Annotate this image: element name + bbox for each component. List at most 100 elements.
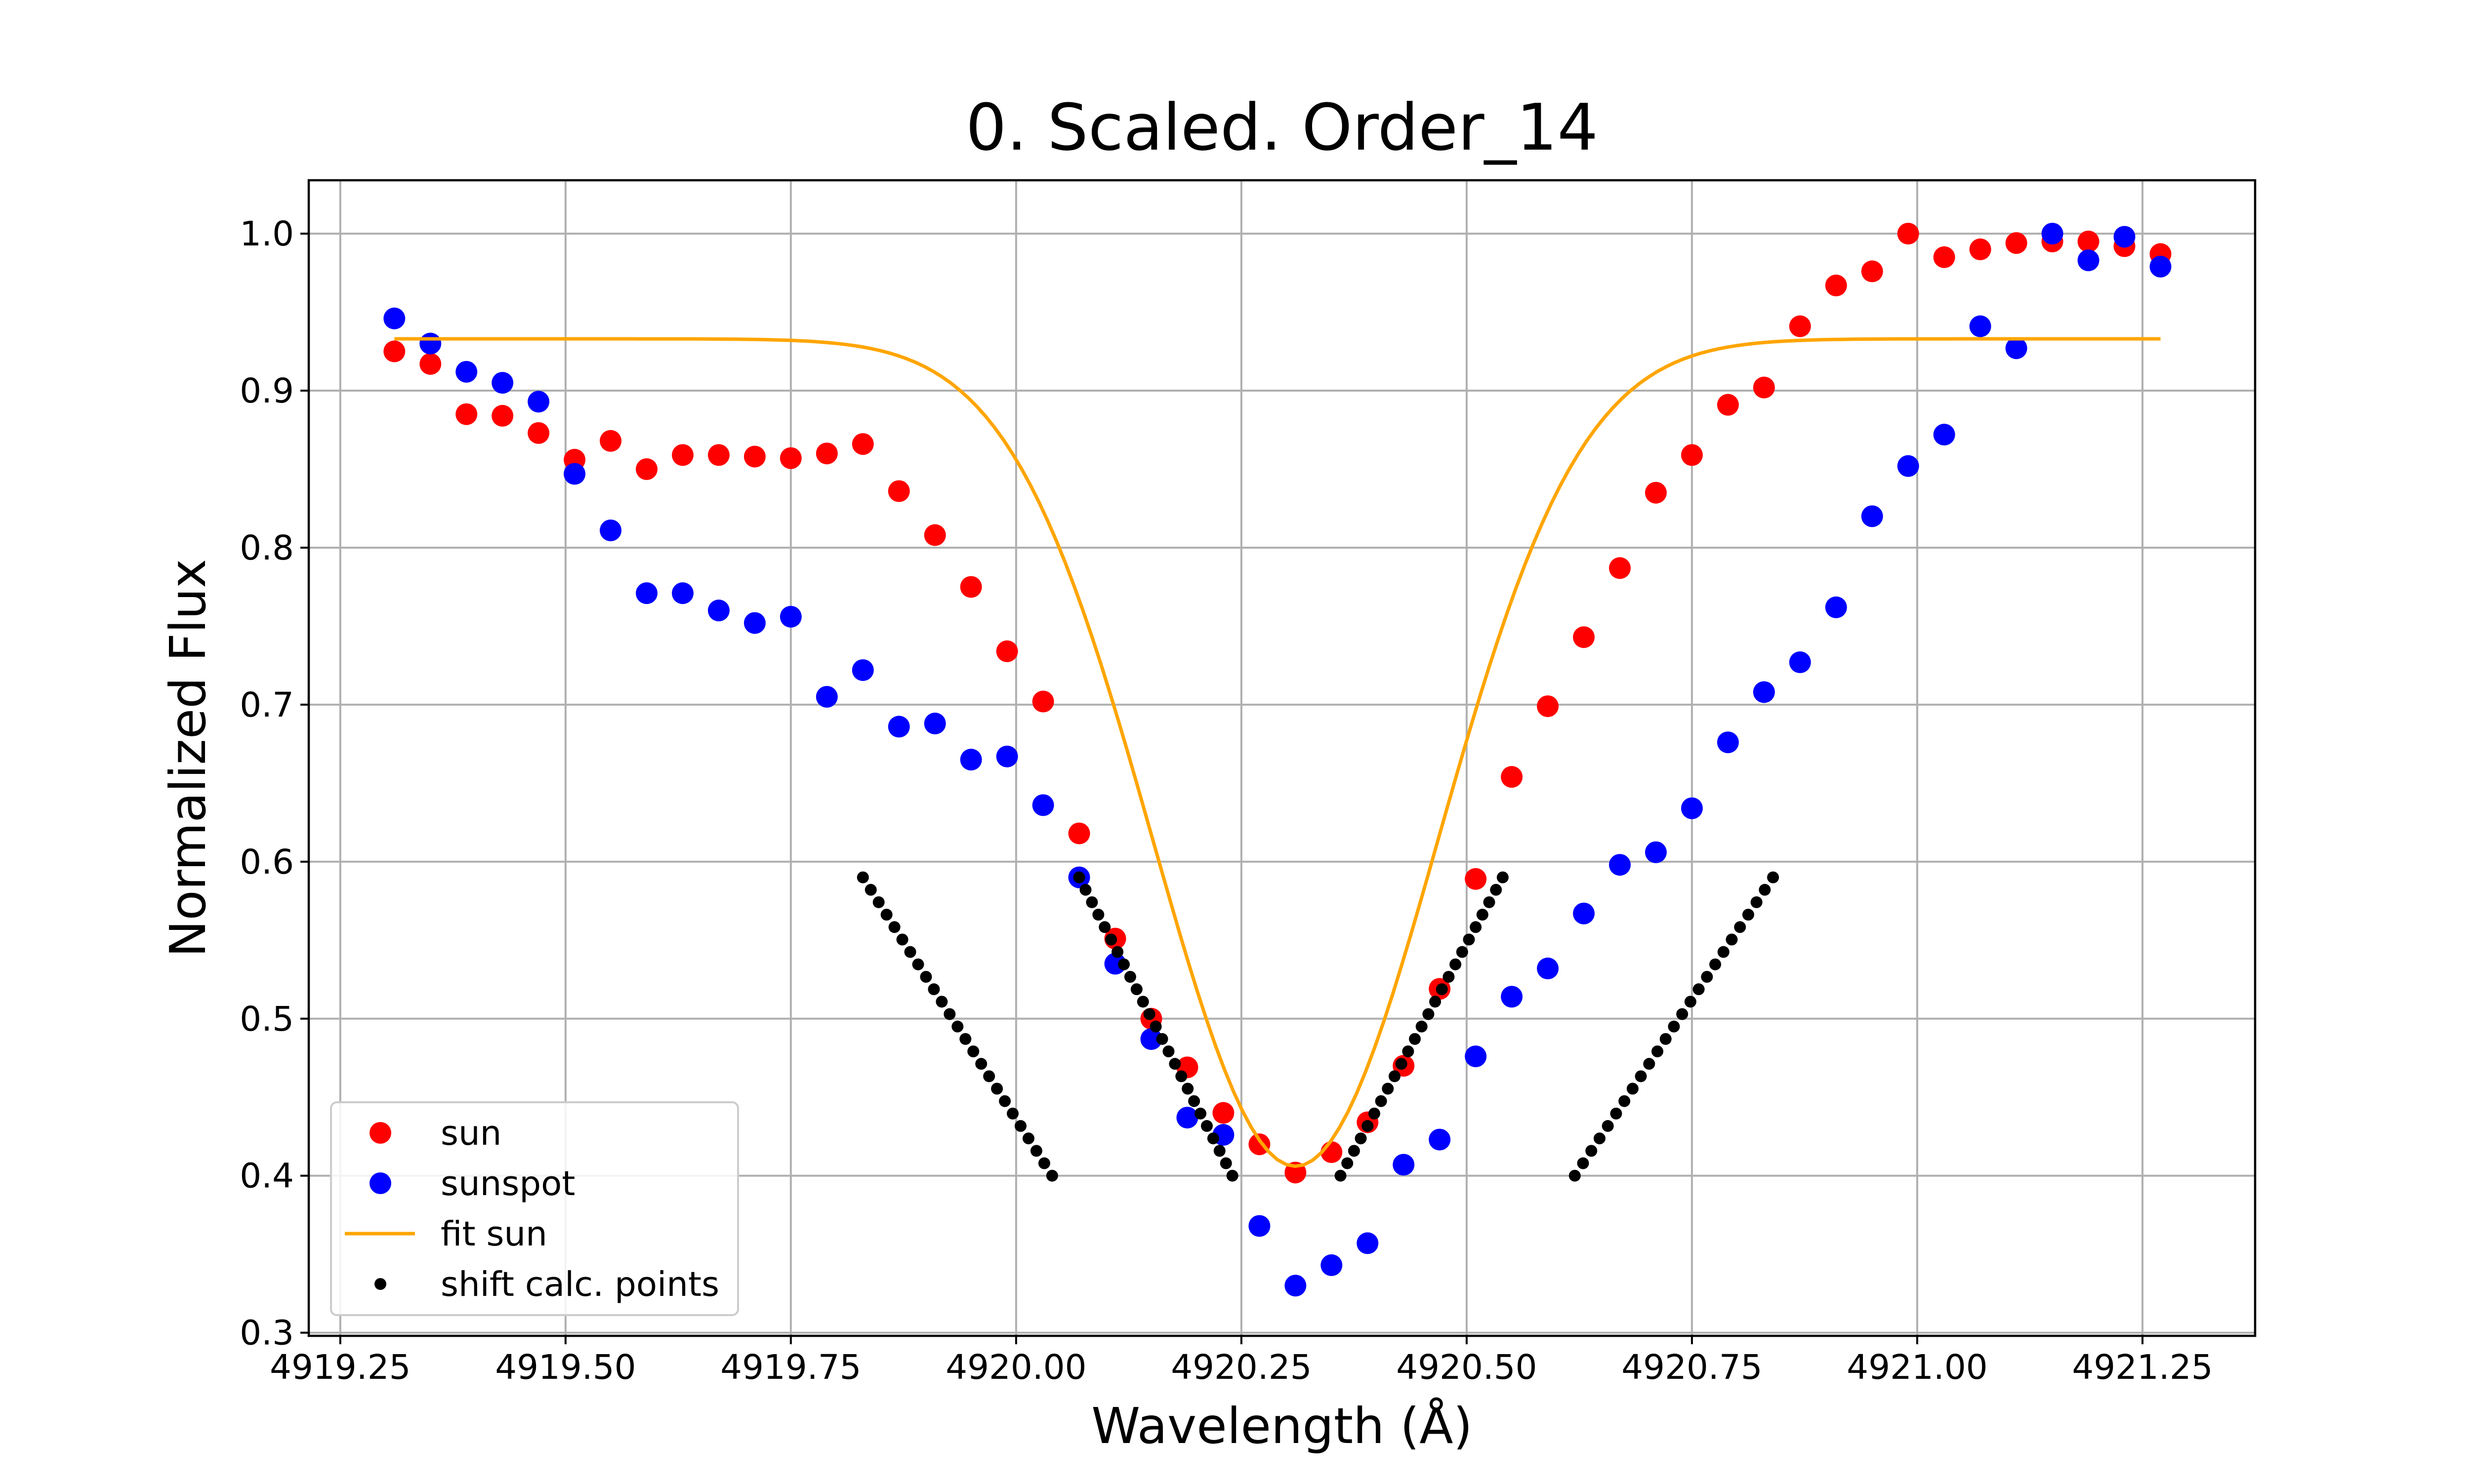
shift-calc-point	[1483, 896, 1495, 908]
shift-calc-point	[1470, 921, 1482, 933]
sunspot-point	[888, 716, 910, 738]
x-tick-label: 4920.50	[1396, 1348, 1537, 1387]
shift-calc-point	[1767, 871, 1779, 883]
y-tick-label: 0.7	[240, 685, 294, 725]
shift-calc-point	[1030, 1145, 1042, 1157]
sunspot-point	[1357, 1232, 1379, 1254]
shift-calc-point	[1073, 871, 1085, 883]
legend-box	[330, 1101, 739, 1316]
sun-point	[924, 524, 946, 546]
sunspot-point	[1284, 1275, 1307, 1297]
shift-calc-point	[1610, 1107, 1622, 1120]
sunspot-point	[1897, 455, 1919, 477]
shift-calc-point	[1734, 921, 1746, 933]
sunspot-point	[1465, 1045, 1487, 1068]
sun-point	[492, 404, 514, 427]
sun-point	[1284, 1162, 1307, 1184]
shift-calc-point	[1593, 1132, 1606, 1145]
shift-calc-point	[1496, 871, 1509, 883]
legend-marker	[370, 1122, 391, 1144]
x-tick-label: 4920.25	[1171, 1348, 1312, 1387]
shift-calc-point	[983, 1070, 995, 1083]
shift-calc-point	[1112, 946, 1124, 958]
x-tick-label: 4921.00	[1847, 1348, 1987, 1387]
shift-calc-point	[1456, 946, 1468, 958]
sun-point	[1897, 223, 1919, 245]
y-tick-label: 0.6	[240, 842, 294, 882]
shift-calc-point	[1200, 1120, 1213, 1132]
x-tick-label: 4919.50	[495, 1348, 636, 1387]
shift-calc-point	[1643, 1058, 1655, 1070]
shift-calc-point	[951, 1020, 964, 1033]
sunspot-point	[1501, 986, 1523, 1008]
sunspot-point	[1320, 1254, 1343, 1276]
shift-calc-point	[1169, 1058, 1181, 1070]
shift-calc-point	[1355, 1132, 1367, 1145]
sunspot-point	[2077, 249, 2100, 272]
sun-point	[671, 444, 694, 466]
sunspot-point	[1681, 797, 1703, 819]
sunspot-point	[1717, 731, 1739, 754]
y-tick-label: 0.4	[240, 1157, 294, 1196]
shift-calc-point	[1602, 1120, 1614, 1132]
shift-calc-point	[872, 896, 885, 908]
shift-calc-point	[1618, 1095, 1631, 1107]
sunspot-point	[2113, 226, 2136, 248]
x-tick-label: 4920.75	[1621, 1348, 1762, 1387]
sunspot-point	[383, 307, 406, 329]
sun-point	[1825, 275, 1847, 297]
shift-calc-point	[1015, 1120, 1027, 1132]
sun-point	[816, 442, 838, 465]
sun-point	[1789, 315, 1811, 337]
shift-calc-point	[1742, 909, 1754, 921]
shift-calc-point	[1334, 1169, 1347, 1182]
shift-calc-point	[1156, 1033, 1168, 1045]
shift-calc-point	[1626, 1083, 1639, 1095]
sun-point	[780, 447, 802, 469]
series-layer	[383, 223, 2172, 1297]
shift-calc-point	[1692, 983, 1705, 996]
sun-point	[1537, 695, 1559, 718]
sun-point	[1861, 260, 1883, 282]
sun-point	[1068, 822, 1090, 844]
shift-calc-point	[1442, 970, 1455, 983]
sun-point	[743, 445, 766, 468]
shift-calc-point	[1409, 1033, 1421, 1045]
fit-sun-line	[394, 337, 2161, 1168]
shift-calc-point	[1175, 1070, 1188, 1083]
sunspot-point	[671, 582, 694, 604]
shift-calc-point	[1659, 1033, 1672, 1045]
shift-calc-point	[1341, 1157, 1354, 1169]
shift-calc-point	[1038, 1157, 1050, 1169]
sunspot-point	[852, 659, 874, 681]
sun-point	[707, 444, 730, 466]
x-tick-label: 4921.25	[2072, 1348, 2213, 1387]
sunspot-point	[419, 332, 442, 355]
shift-calc-point	[920, 970, 932, 983]
sunspot-point	[996, 745, 1018, 767]
legend-label: sun	[441, 1114, 501, 1153]
sun-point	[852, 433, 874, 455]
legend-label: shift calc. points	[441, 1265, 719, 1304]
shift-calc-point	[991, 1083, 1003, 1095]
sunspot-point	[1032, 794, 1054, 816]
sunspot-point	[492, 372, 514, 394]
sun-point	[383, 340, 406, 362]
shift-calc-point	[944, 1008, 956, 1020]
sun-point	[600, 430, 622, 452]
sunspot-point	[1645, 841, 1667, 863]
shift-calc-point	[1213, 1145, 1226, 1157]
shift-calc-point	[1124, 970, 1136, 983]
shift-calc-point	[928, 983, 940, 996]
shift-calc-point	[1130, 983, 1143, 996]
shift-calc-point	[1207, 1132, 1219, 1145]
shift-calc-point	[936, 996, 948, 1008]
y-tick-label: 0.3	[240, 1314, 294, 1353]
y-tick-label: 0.9	[240, 371, 294, 411]
sun-point	[888, 480, 910, 502]
shift-calc-point	[857, 871, 869, 883]
legend-label: sunspot	[441, 1164, 575, 1203]
sunspot-point	[2149, 255, 2172, 278]
